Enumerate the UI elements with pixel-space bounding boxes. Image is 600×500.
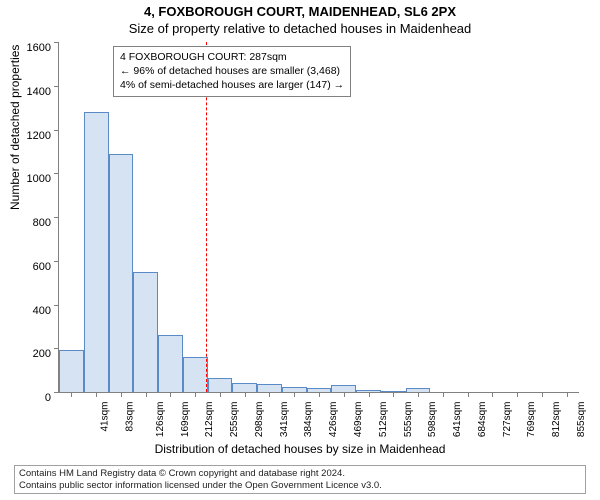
x-tick-mark: [195, 392, 196, 397]
x-tick-mark: [567, 392, 568, 397]
y-tick-mark: [54, 217, 59, 218]
y-tick-label: 1200: [11, 130, 51, 142]
y-tick-mark: [54, 173, 59, 174]
y-tick-label: 800: [11, 217, 51, 229]
y-tick-mark: [54, 261, 59, 262]
y-tick-label: 0: [11, 392, 51, 404]
x-tick-mark: [146, 392, 147, 397]
x-tick-mark: [492, 392, 493, 397]
y-tick-label: 200: [11, 348, 51, 360]
histogram-bar: [59, 350, 84, 392]
x-tick-label: 341sqm: [279, 402, 290, 438]
footer-line-1: Contains HM Land Registry data © Crown c…: [19, 468, 581, 479]
x-tick-mark: [220, 392, 221, 397]
x-tick-mark: [269, 392, 270, 397]
annotation-line: 4% of semi-detached houses are larger (1…: [120, 78, 344, 92]
x-tick-label: 83sqm: [125, 402, 136, 432]
x-tick-mark: [418, 392, 419, 397]
footer-line-2: Contains public sector information licen…: [19, 480, 581, 491]
histogram-bar: [84, 112, 109, 392]
x-tick-label: 126sqm: [155, 402, 166, 438]
x-tick-mark: [443, 392, 444, 397]
y-tick-label: 1400: [11, 86, 51, 98]
y-tick-label: 600: [11, 261, 51, 273]
y-tick-label: 1600: [11, 42, 51, 54]
histogram-bar: [257, 384, 282, 392]
x-tick-mark: [294, 392, 295, 397]
annotation-box: 4 FOXBOROUGH COURT: 287sqm← 96% of detac…: [113, 46, 351, 97]
x-axis-label: Distribution of detached houses by size …: [0, 442, 600, 456]
x-tick-label: 169sqm: [180, 402, 191, 438]
x-tick-label: 41sqm: [100, 402, 111, 432]
attribution-footer: Contains HM Land Registry data © Crown c…: [14, 465, 586, 494]
histogram-bar: [232, 383, 257, 392]
x-tick-label: 684sqm: [477, 402, 488, 438]
x-tick-mark: [319, 392, 320, 397]
y-tick-mark: [54, 348, 59, 349]
x-tick-label: 769sqm: [526, 402, 537, 438]
y-tick-label: 400: [11, 305, 51, 317]
chart-subtitle: Size of property relative to detached ho…: [0, 21, 600, 36]
x-tick-mark: [71, 392, 72, 397]
x-tick-label: 855sqm: [576, 402, 587, 438]
y-tick-label: 1000: [11, 173, 51, 185]
y-tick-mark: [54, 86, 59, 87]
x-tick-label: 641sqm: [452, 402, 463, 438]
x-tick-label: 512sqm: [378, 402, 389, 438]
chart-title-address: 4, FOXBOROUGH COURT, MAIDENHEAD, SL6 2PX: [0, 0, 600, 19]
x-tick-mark: [121, 392, 122, 397]
x-tick-label: 255sqm: [229, 402, 240, 438]
histogram-bar: [158, 335, 183, 392]
histogram-bar: [109, 154, 134, 392]
y-tick-mark: [54, 392, 59, 393]
annotation-line: 4 FOXBOROUGH COURT: 287sqm: [120, 50, 344, 64]
y-tick-mark: [54, 305, 59, 306]
histogram-bar: [208, 378, 233, 392]
x-tick-label: 212sqm: [205, 402, 216, 438]
x-tick-mark: [542, 392, 543, 397]
x-tick-mark: [517, 392, 518, 397]
x-tick-label: 812sqm: [551, 402, 562, 438]
x-tick-mark: [468, 392, 469, 397]
histogram-bar: [183, 357, 208, 392]
x-tick-label: 727sqm: [502, 402, 513, 438]
y-tick-mark: [54, 130, 59, 131]
x-tick-mark: [369, 392, 370, 397]
annotation-line: ← 96% of detached houses are smaller (3,…: [120, 64, 344, 78]
y-tick-mark: [54, 42, 59, 43]
x-tick-label: 598sqm: [427, 402, 438, 438]
x-tick-label: 469sqm: [353, 402, 364, 438]
histogram-bar: [133, 272, 158, 392]
x-tick-mark: [344, 392, 345, 397]
x-tick-mark: [96, 392, 97, 397]
x-tick-label: 298sqm: [254, 402, 265, 438]
plot-area: 0200400600800100012001400160041sqm83sqm1…: [58, 42, 579, 393]
x-tick-label: 555sqm: [403, 402, 414, 438]
x-tick-label: 426sqm: [328, 402, 339, 438]
x-tick-mark: [393, 392, 394, 397]
x-tick-mark: [245, 392, 246, 397]
x-tick-mark: [170, 392, 171, 397]
x-tick-label: 384sqm: [304, 402, 315, 438]
chart-area: 0200400600800100012001400160041sqm83sqm1…: [58, 42, 578, 392]
